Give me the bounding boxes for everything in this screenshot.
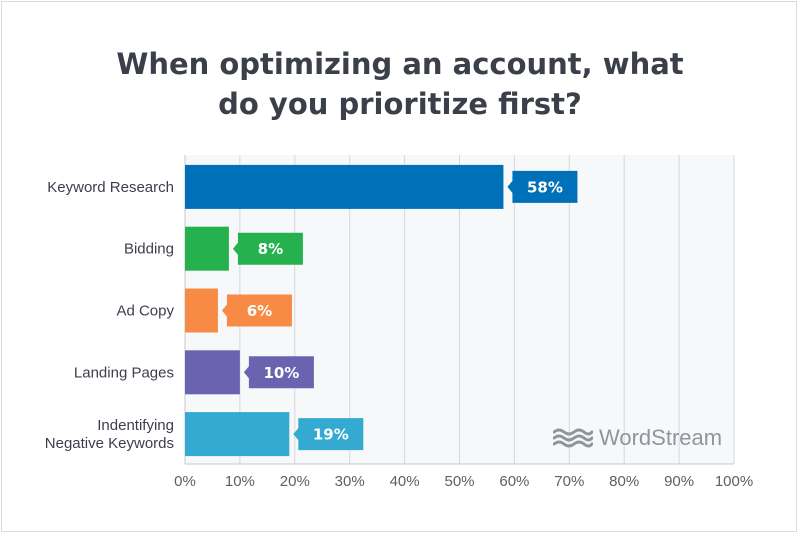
x-tick-label: 70% <box>554 473 584 490</box>
wordstream-logo: WordStream <box>553 425 722 451</box>
category-label: Landing Pages <box>74 364 174 381</box>
x-tick-label: 0% <box>174 473 196 490</box>
bar <box>185 226 229 271</box>
category-label: Ad Copy <box>116 303 174 320</box>
bar <box>185 164 504 209</box>
data-label: 6% <box>247 302 272 320</box>
bar <box>185 288 218 333</box>
x-tick-label: 90% <box>664 473 694 490</box>
x-tick-label: 20% <box>280 473 310 490</box>
bar <box>185 412 290 457</box>
data-label: 10% <box>263 364 299 382</box>
chart-title: When optimizing an account, what do you … <box>0 44 800 124</box>
brand-name: WordStream <box>599 425 723 450</box>
category-label: Indentifying <box>97 417 174 434</box>
data-label: 58% <box>527 178 563 196</box>
data-label: 19% <box>313 426 349 444</box>
category-label: Bidding <box>124 241 174 258</box>
data-label-callout <box>293 418 364 451</box>
x-tick-label: 80% <box>609 473 639 490</box>
wave-icon <box>553 428 593 448</box>
x-tick-label: 50% <box>444 473 474 490</box>
bar <box>185 350 240 395</box>
data-label: 8% <box>258 240 283 258</box>
x-tick-label: 100% <box>715 473 753 490</box>
data-label-callout <box>232 232 303 265</box>
category-label: Negative Keywords <box>45 435 174 452</box>
x-tick-label: 10% <box>225 473 255 490</box>
category-label: Keyword Research <box>47 179 174 196</box>
chart-title-line-1: When optimizing an account, what <box>116 47 684 81</box>
x-tick-label: 40% <box>390 473 420 490</box>
x-tick-label: 30% <box>335 473 365 490</box>
x-tick-label: 60% <box>499 473 529 490</box>
data-label-callout <box>507 170 578 203</box>
data-label-callout <box>243 356 314 389</box>
chart-title-line-2: do you prioritize first? <box>218 87 582 121</box>
data-label-callout <box>221 294 292 327</box>
